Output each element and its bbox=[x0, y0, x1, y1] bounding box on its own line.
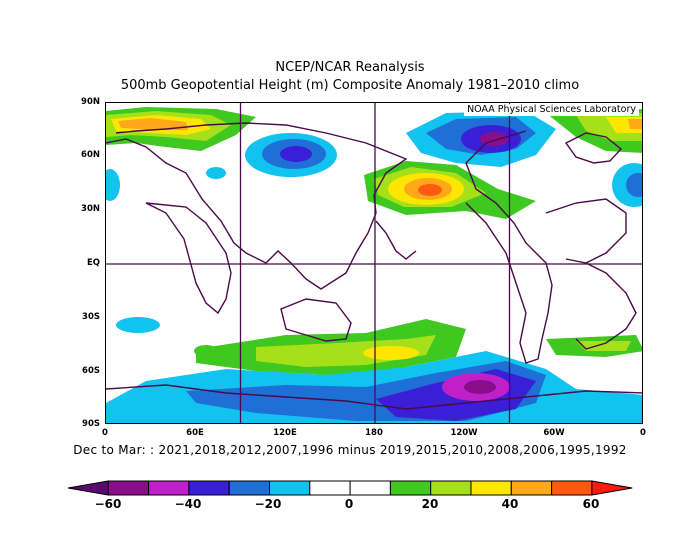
y-tick-90n: 90N bbox=[81, 97, 100, 107]
y-tick-30n: 30N bbox=[81, 204, 100, 214]
x-tick-0-left: 0 bbox=[102, 428, 108, 438]
colorbar-segment bbox=[148, 480, 190, 496]
colorbar-segment bbox=[309, 480, 351, 496]
map-title: NCEP/NCAR Reanalysis bbox=[275, 60, 425, 75]
x-tick-180: 180 bbox=[365, 428, 383, 438]
y-tick-30s: 30S bbox=[82, 312, 100, 322]
y-tick-60s: 60S bbox=[82, 366, 100, 376]
colorbar-label-neg60: −60 bbox=[94, 497, 122, 511]
x-tick-0-right: 0 bbox=[640, 428, 646, 438]
colorbar-segment bbox=[349, 480, 391, 496]
colorbar-label-20: 20 bbox=[421, 497, 439, 511]
x-tick-120w: 120W bbox=[450, 428, 478, 438]
credit-label: NOAA Physical Sciences Laboratory bbox=[464, 104, 639, 116]
colorbar-segment bbox=[228, 480, 270, 496]
x-tick-60e: 60E bbox=[186, 428, 204, 438]
colorbar bbox=[67, 480, 633, 496]
composite-years-text: Dec to Mar: : 2021,2018,2012,2007,1996 m… bbox=[73, 443, 627, 457]
colorbar-label-0: 0 bbox=[344, 497, 354, 511]
colorbar-segment bbox=[107, 480, 150, 496]
colorbar-label-neg40: −40 bbox=[174, 497, 202, 511]
colorbar-segment bbox=[188, 480, 230, 496]
anomaly-map-graphic bbox=[106, 103, 642, 423]
x-tick-60w: 60W bbox=[543, 428, 565, 438]
colorbar-label-60: 60 bbox=[582, 497, 600, 511]
x-tick-120e: 120E bbox=[273, 428, 297, 438]
colorbar-segment bbox=[430, 480, 472, 496]
colorbar-segment bbox=[269, 480, 311, 496]
y-tick-60n: 60N bbox=[81, 150, 100, 160]
colorbar-end-high bbox=[591, 480, 633, 496]
y-tick-eq: EQ bbox=[86, 258, 100, 268]
colorbar-segment bbox=[470, 480, 512, 496]
colorbar-segment bbox=[389, 480, 432, 496]
anomaly-map: NOAA Physical Sciences Laboratory bbox=[105, 102, 643, 424]
map-subtitle: 500mb Geopotential Height (m) Composite … bbox=[120, 78, 580, 93]
y-tick-90s: 90S bbox=[82, 419, 100, 429]
colorbar-label-40: 40 bbox=[501, 497, 519, 511]
colorbar-label-neg20: −20 bbox=[254, 497, 282, 511]
colorbar-segment bbox=[510, 480, 553, 496]
colorbar-end-low bbox=[67, 480, 109, 496]
colorbar-segment bbox=[551, 480, 593, 496]
